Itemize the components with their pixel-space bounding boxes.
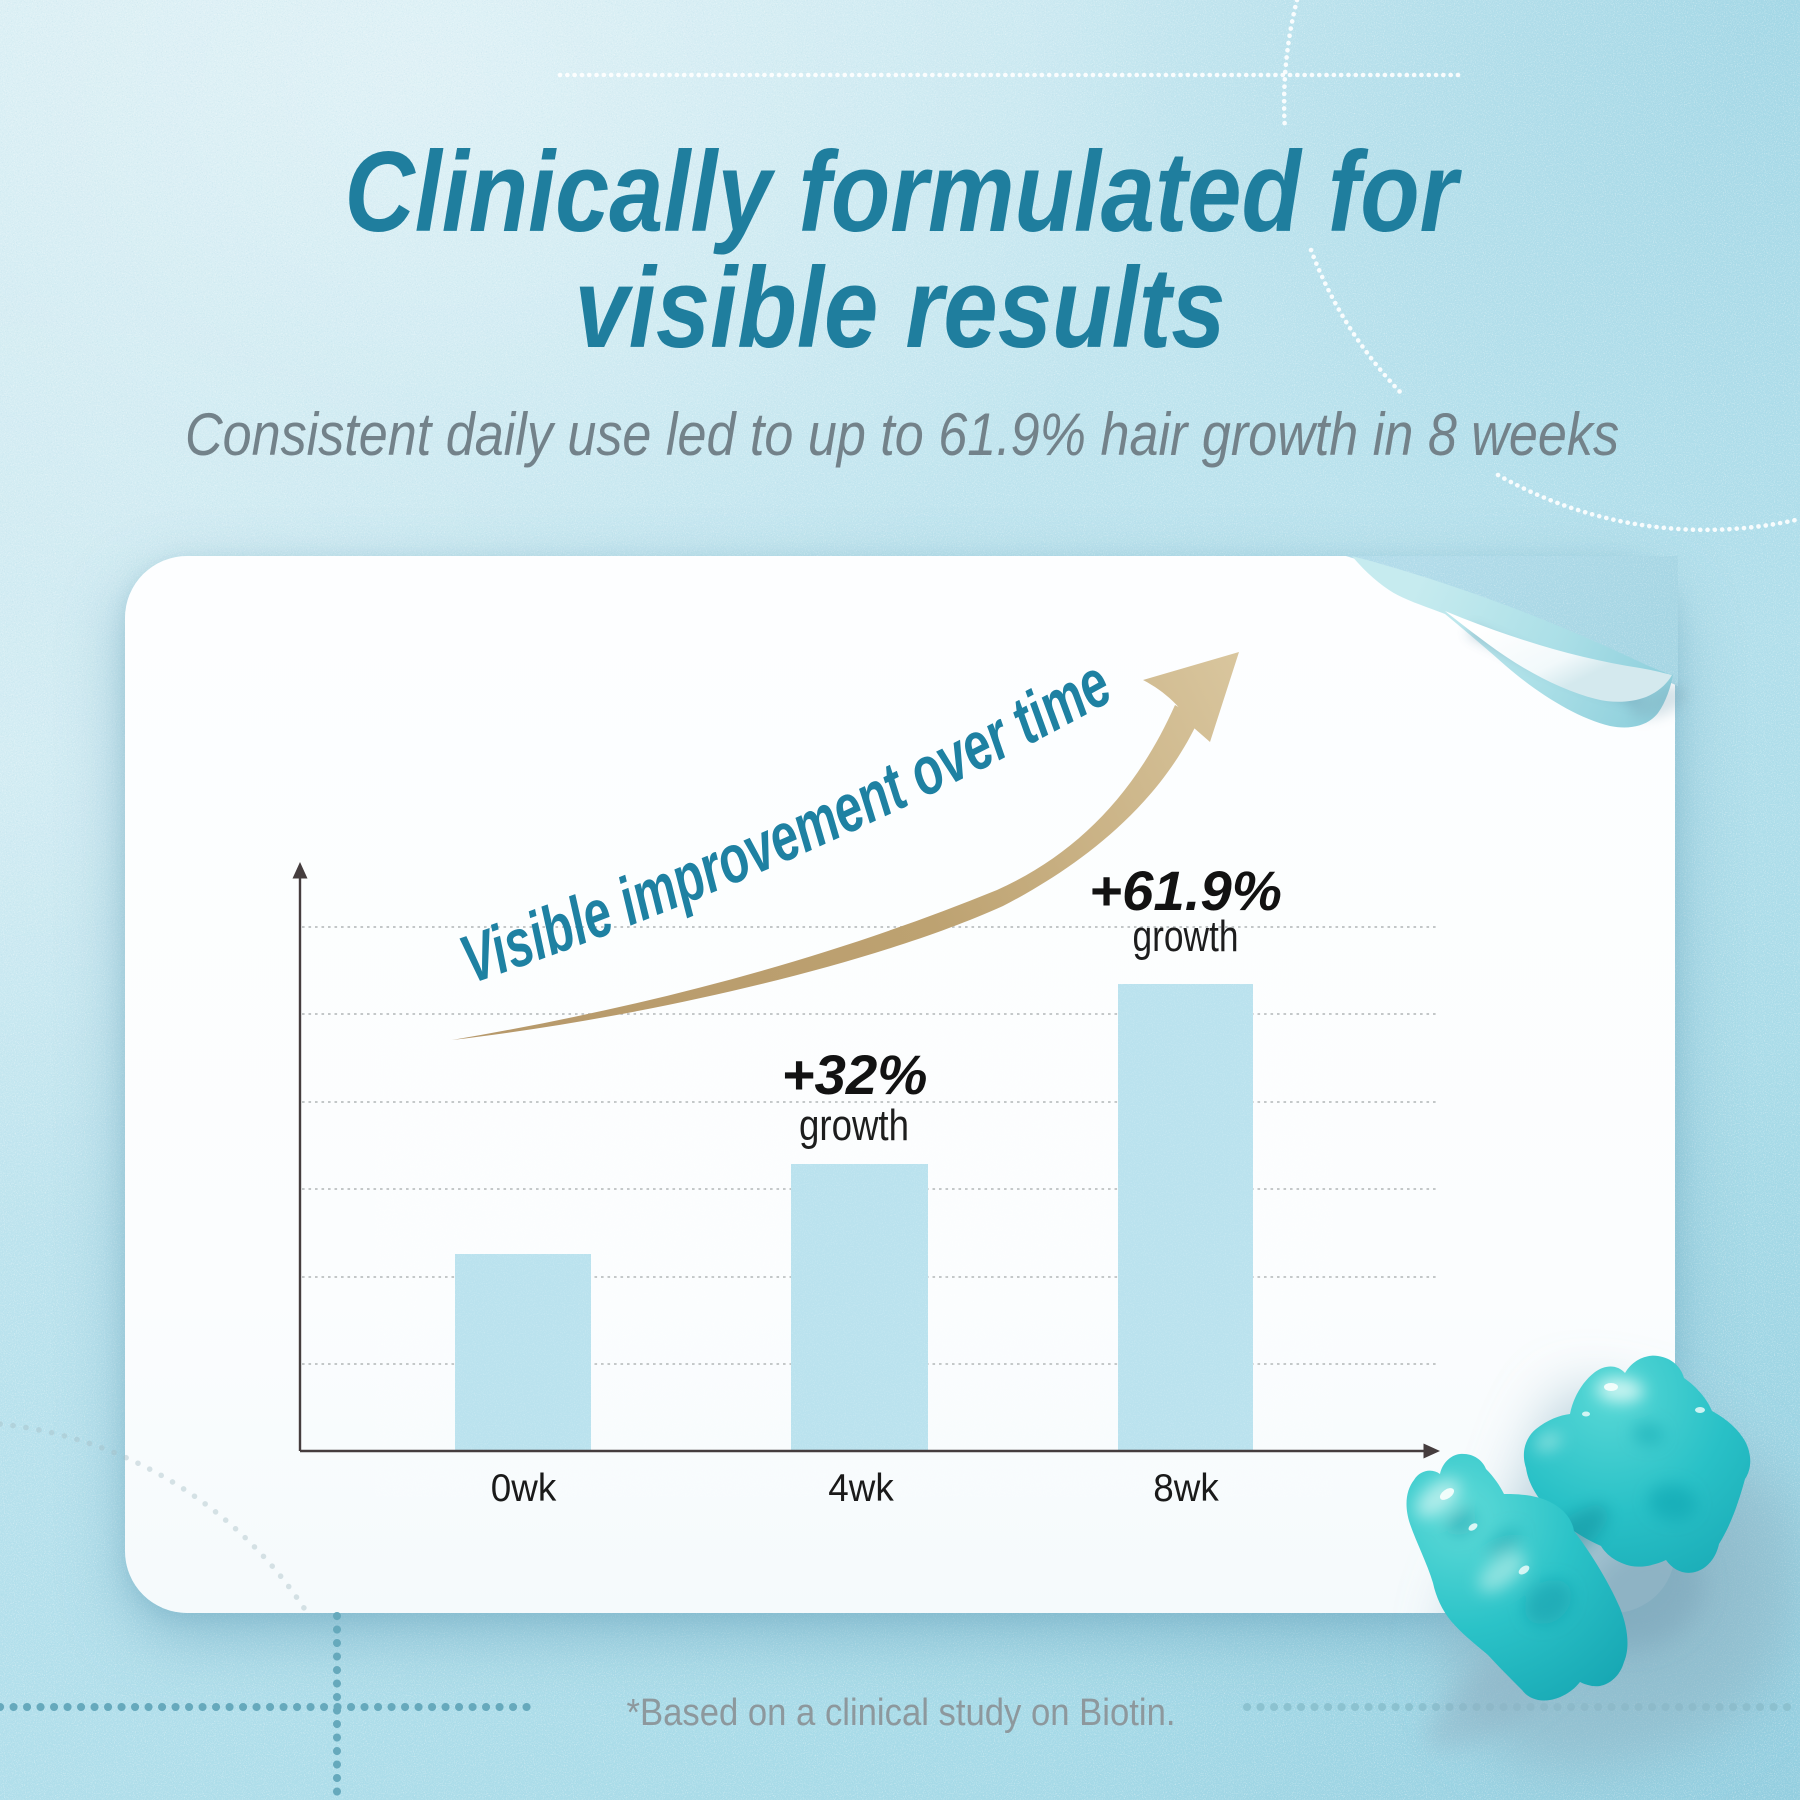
svg-text:Visible improvement over time: Visible improvement over time [451,645,1123,998]
svg-text:growth: growth [1133,912,1239,961]
svg-text:+32%: +32% [782,1043,928,1106]
svg-text:*Based on a clinical study on: *Based on a clinical study on Biotin. [627,1692,1176,1734]
svg-text:8wk: 8wk [1153,1467,1219,1510]
svg-text:visible results: visible results [575,245,1226,372]
svg-text:4wk: 4wk [828,1467,894,1510]
svg-text:Clinically formulated for: Clinically formulated for [345,129,1463,256]
svg-text:growth: growth [799,1101,909,1150]
svg-text:0wk: 0wk [491,1467,557,1510]
svg-text:Consistent daily use led to up: Consistent daily use led to up to 61.9% … [185,401,1619,468]
svg-text:+61.9%: +61.9% [1089,859,1282,922]
